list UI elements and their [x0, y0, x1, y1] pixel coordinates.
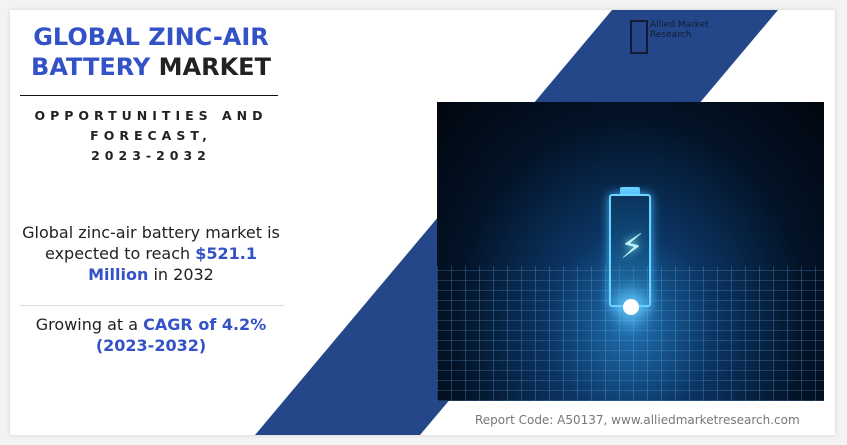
- battery-icon: [620, 187, 640, 195]
- subtitle: OPPORTUNITIES AND FORECAST, 2023-2032: [34, 108, 268, 163]
- allied-market-research-logo: Allied Market Research: [630, 20, 710, 54]
- cagr-stat: Growing at a CAGR of 4.2% (2023-2032): [35, 315, 267, 355]
- page-title: GLOBAL ZINC-AIR BATTERY MARKET: [31, 23, 271, 81]
- report-code: Report Code: A50137, www.alliedmarketres…: [475, 413, 800, 427]
- battery-image: ⚡: [437, 102, 824, 401]
- divider: [20, 95, 278, 96]
- infographic-card: GLOBAL ZINC-AIR BATTERY MARKET OPPORTUNIT…: [10, 10, 835, 435]
- divider: [20, 305, 284, 306]
- market-size-stat: Global zinc-air battery market is expect…: [22, 223, 280, 284]
- logo-icon: [630, 20, 648, 54]
- lightning-icon: ⚡: [620, 227, 644, 267]
